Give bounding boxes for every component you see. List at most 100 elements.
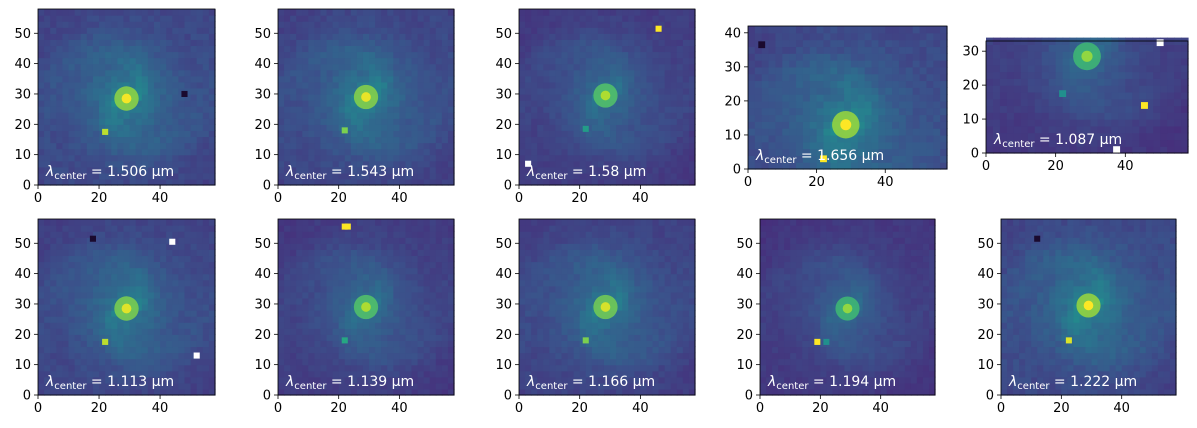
x-tick-label: 0 (756, 401, 764, 416)
axes-frame (747, 25, 948, 170)
point-source (341, 337, 348, 344)
panel-1: 0 20 40 0 10 20 30 40 50 λcenter = 1.506 μm (14, 8, 216, 206)
axes-frame (37, 8, 216, 186)
point-source (181, 90, 188, 97)
x-tick-label: 0 (274, 191, 282, 206)
axes-frame (518, 218, 696, 396)
image-map (278, 9, 455, 186)
x-tick-label: 20 (91, 191, 108, 206)
panel-5: 0 20 40 0 10 20 30 λcenter = 1.087 μm (962, 37, 1189, 174)
image-map (38, 219, 216, 396)
x-tick-label: 40 (872, 401, 889, 416)
point-source (193, 352, 200, 359)
x-tick-label: 0 (34, 401, 42, 416)
wavelength-annotation: λcenter = 1.194 μm (767, 374, 896, 392)
y-tick-label: 40 (977, 267, 994, 282)
axes-frame (37, 218, 216, 396)
y-tick-label: 50 (14, 237, 31, 252)
y-tick-label: 30 (736, 297, 753, 312)
y-tick-label: 0 (23, 389, 31, 404)
panel-9: 0 20 40 0 10 20 30 40 50 λcenter = 1.194 μm (736, 218, 936, 416)
y-tick-label: 20 (254, 118, 271, 133)
y-tick-label: 10 (977, 358, 994, 373)
galaxy-nucleus (121, 303, 132, 314)
panel-10: 0 20 40 0 10 20 30 40 50 λcenter = 1.222 μm (977, 218, 1177, 416)
x-tick-label: 40 (152, 401, 169, 416)
y-tick-label: 50 (254, 237, 271, 252)
galaxy-nucleus (121, 93, 132, 104)
y-tick-label: 10 (495, 148, 512, 163)
point-source (655, 25, 662, 32)
x-tick-label: 20 (1047, 159, 1064, 174)
point-source (102, 338, 109, 345)
x-tick-label: 20 (571, 191, 588, 206)
axes-frame (759, 218, 936, 396)
y-tick-label: 10 (254, 358, 271, 373)
x-tick-label: 20 (812, 401, 829, 416)
y-tick-label: 20 (14, 328, 31, 343)
y-tick-label: 0 (986, 389, 994, 404)
image-map (760, 219, 936, 396)
x-tick-label: 0 (997, 401, 1005, 416)
image-map (748, 26, 948, 170)
y-tick-label: 20 (736, 328, 753, 343)
y-tick-label: 50 (495, 27, 512, 42)
y-tick-label: 0 (504, 179, 512, 194)
y-tick-label: 30 (254, 297, 271, 312)
y-tick-label: 10 (14, 148, 31, 163)
x-tick-label: 0 (515, 401, 523, 416)
x-tick-label: 40 (1113, 401, 1130, 416)
galaxy-nucleus (842, 303, 853, 314)
panel-6: 0 20 40 0 10 20 30 40 50 λcenter = 1.113 μm (14, 218, 216, 416)
y-tick-label: 10 (254, 148, 271, 163)
galaxy-nucleus (600, 90, 611, 101)
panel-7: 0 20 40 0 10 20 30 40 50 λcenter = 1.139 μm (254, 218, 455, 416)
y-tick-label: 20 (254, 328, 271, 343)
x-tick-label: 40 (632, 401, 649, 416)
y-tick-label: 10 (14, 358, 31, 373)
x-tick-label: 20 (330, 191, 347, 206)
y-tick-label: 0 (971, 147, 979, 162)
image-map (38, 9, 216, 186)
y-tick-label: 40 (736, 267, 753, 282)
y-tick-label: 50 (736, 237, 753, 252)
x-tick-label: 40 (877, 175, 894, 190)
point-source (814, 338, 821, 345)
y-tick-label: 40 (724, 26, 741, 41)
y-tick-label: 30 (977, 297, 994, 312)
y-tick-label: 30 (962, 45, 979, 60)
y-tick-label: 30 (254, 87, 271, 102)
image-map (519, 9, 696, 186)
y-tick-label: 20 (495, 328, 512, 343)
point-source (758, 41, 766, 49)
y-tick-label: 40 (254, 267, 271, 282)
image-map (519, 219, 696, 396)
y-tick-label: 0 (263, 179, 271, 194)
y-tick-label: 20 (495, 118, 512, 133)
axes-frame (277, 8, 455, 186)
y-tick-label: 30 (14, 87, 31, 102)
x-tick-label: 0 (515, 191, 523, 206)
x-tick-label: 40 (152, 191, 169, 206)
point-source (1113, 146, 1121, 153)
y-tick-label: 30 (495, 87, 512, 102)
wavelength-annotation: λcenter = 1.139 μm (285, 374, 414, 392)
y-tick-label: 10 (724, 128, 741, 143)
galaxy-nucleus (1081, 50, 1093, 62)
point-source (344, 223, 351, 230)
x-tick-label: 20 (808, 175, 825, 190)
point-source (525, 160, 532, 167)
y-tick-label: 40 (254, 57, 271, 72)
y-tick-label: 20 (962, 79, 979, 94)
point-source (169, 238, 176, 245)
point-source (1065, 337, 1072, 344)
panel-3: 0 20 40 0 10 20 30 40 50 λcenter = 1.58 μm (495, 8, 696, 206)
y-tick-label: 50 (14, 27, 31, 42)
y-tick-label: 0 (745, 389, 753, 404)
y-tick-label: 50 (495, 237, 512, 252)
y-tick-label: 40 (495, 267, 512, 282)
panel-2: 0 20 40 0 10 20 30 40 50 λcenter = 1.543 μm (254, 8, 455, 206)
x-tick-label: 40 (632, 191, 649, 206)
y-tick-label: 30 (495, 297, 512, 312)
